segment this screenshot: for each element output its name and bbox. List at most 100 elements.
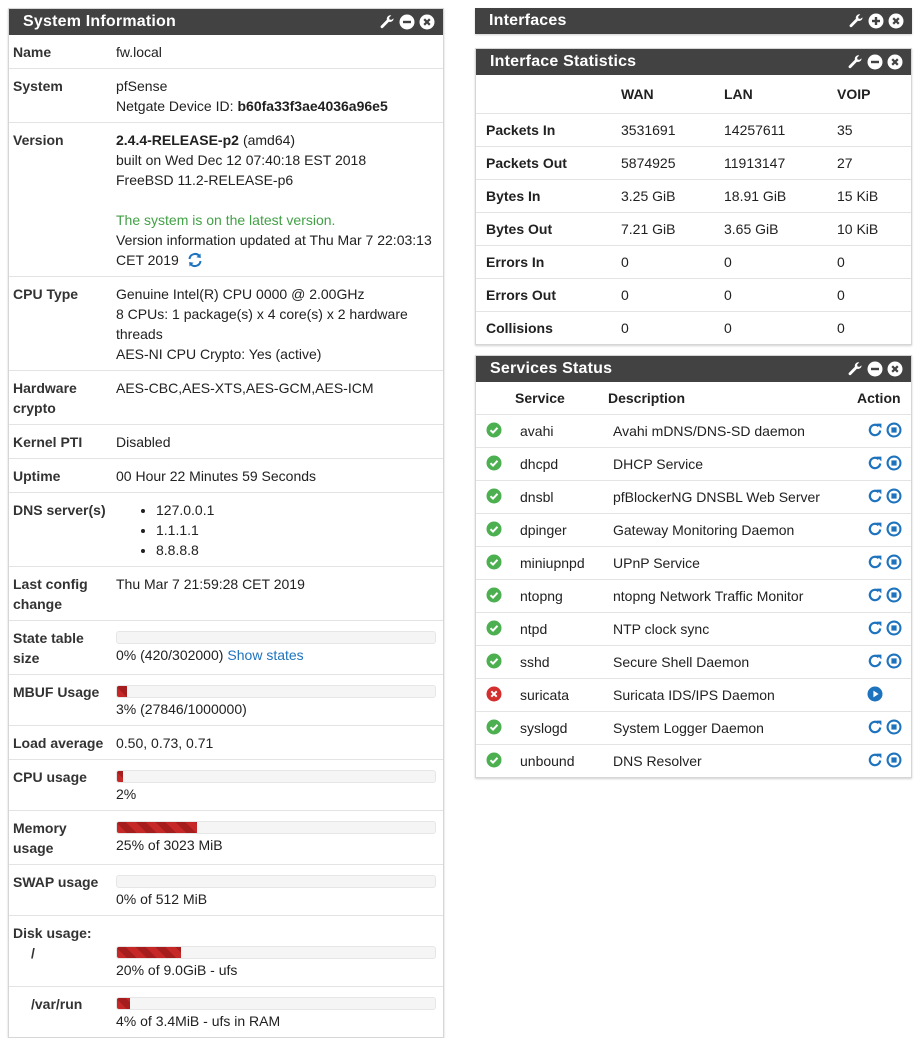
restart-button-shape[interactable] bbox=[867, 488, 883, 504]
settings-button-shape[interactable] bbox=[849, 14, 863, 28]
stop-button-shape[interactable] bbox=[886, 653, 902, 669]
stop-button-shape[interactable] bbox=[891, 723, 897, 730]
stop-button[interactable] bbox=[886, 554, 902, 573]
restart-button-shape[interactable] bbox=[867, 554, 883, 570]
restart-button-shape[interactable] bbox=[868, 753, 882, 766]
close-button-shape[interactable] bbox=[892, 17, 900, 25]
restart-button-shape[interactable] bbox=[868, 489, 882, 502]
restart-button-shape[interactable] bbox=[868, 654, 882, 667]
stop-button[interactable] bbox=[886, 653, 902, 672]
restart-button-shape[interactable] bbox=[867, 587, 883, 603]
settings-button-shape[interactable] bbox=[847, 361, 863, 377]
start-button-shape[interactable] bbox=[867, 686, 883, 702]
stop-button-shape[interactable] bbox=[886, 620, 902, 636]
restart-button-shape[interactable] bbox=[868, 555, 882, 568]
settings-button-shape[interactable] bbox=[848, 362, 862, 376]
restart-button-shape[interactable] bbox=[867, 422, 883, 438]
restart-button-shape[interactable] bbox=[868, 522, 882, 535]
stop-button-shape[interactable] bbox=[891, 558, 897, 565]
stop-button[interactable] bbox=[886, 587, 902, 606]
restart-button-shape[interactable] bbox=[867, 521, 883, 537]
restart-button[interactable] bbox=[867, 554, 883, 573]
collapse-button-shape[interactable] bbox=[403, 20, 411, 24]
collapse-button-shape[interactable] bbox=[867, 361, 883, 377]
restart-button-shape[interactable] bbox=[867, 719, 883, 735]
stop-button-shape[interactable] bbox=[891, 426, 897, 433]
settings-button-shape[interactable] bbox=[847, 54, 863, 70]
stop-button-shape[interactable] bbox=[891, 756, 897, 763]
restart-button-shape[interactable] bbox=[876, 621, 882, 626]
settings-button-shape[interactable] bbox=[848, 13, 864, 29]
close-button-shape[interactable] bbox=[887, 361, 903, 377]
refresh-button-shape[interactable] bbox=[188, 262, 194, 267]
restart-button-shape[interactable] bbox=[876, 654, 882, 659]
expand-button-shape[interactable] bbox=[874, 17, 878, 25]
restart-button-shape[interactable] bbox=[867, 653, 883, 669]
restart-button-shape[interactable] bbox=[876, 423, 882, 428]
close-button-shape[interactable] bbox=[419, 14, 435, 30]
restart-button[interactable] bbox=[867, 521, 883, 540]
stop-button-shape[interactable] bbox=[886, 422, 902, 438]
restart-button-shape[interactable] bbox=[868, 621, 882, 634]
restart-button-shape[interactable] bbox=[867, 620, 883, 636]
stop-button-shape[interactable] bbox=[891, 459, 897, 466]
show-states-link[interactable]: Show states bbox=[227, 647, 304, 663]
settings-button-shape[interactable] bbox=[379, 14, 395, 30]
restart-button-shape[interactable] bbox=[876, 489, 882, 494]
restart-button-shape[interactable] bbox=[876, 522, 882, 527]
restart-button[interactable] bbox=[867, 620, 883, 639]
settings-button-shape[interactable] bbox=[380, 15, 394, 29]
stop-button[interactable] bbox=[886, 422, 902, 441]
expand-button[interactable] bbox=[868, 13, 884, 29]
restart-button-shape[interactable] bbox=[868, 720, 882, 733]
collapse-button-shape[interactable] bbox=[399, 14, 415, 30]
restart-button[interactable] bbox=[867, 488, 883, 507]
restart-button[interactable] bbox=[867, 653, 883, 672]
settings-button[interactable] bbox=[848, 13, 864, 29]
close-button[interactable] bbox=[887, 361, 903, 377]
expand-button-shape[interactable] bbox=[868, 13, 884, 29]
restart-button-shape[interactable] bbox=[876, 753, 882, 758]
restart-button-shape[interactable] bbox=[868, 423, 882, 436]
close-button-shape[interactable] bbox=[888, 13, 904, 29]
restart-button-shape[interactable] bbox=[868, 588, 882, 601]
refresh-button-shape[interactable] bbox=[196, 253, 201, 259]
collapse-button[interactable] bbox=[399, 14, 415, 30]
collapse-button-shape[interactable] bbox=[871, 60, 879, 64]
close-button-shape[interactable] bbox=[891, 365, 899, 373]
collapse-button-shape[interactable] bbox=[867, 54, 883, 70]
restart-button[interactable] bbox=[867, 752, 883, 771]
stop-button[interactable] bbox=[886, 488, 902, 507]
stop-button-shape[interactable] bbox=[891, 591, 897, 598]
stop-button[interactable] bbox=[886, 620, 902, 639]
stop-button[interactable] bbox=[886, 455, 902, 474]
settings-button[interactable] bbox=[379, 14, 395, 30]
collapse-button-shape[interactable] bbox=[871, 367, 879, 371]
restart-button-shape[interactable] bbox=[867, 752, 883, 768]
refresh-button-shape[interactable] bbox=[187, 252, 203, 268]
stop-button-shape[interactable] bbox=[891, 624, 897, 631]
refresh-button[interactable] bbox=[187, 252, 203, 268]
restart-button-shape[interactable] bbox=[876, 456, 882, 461]
restart-button-shape[interactable] bbox=[876, 720, 882, 725]
restart-button[interactable] bbox=[867, 719, 883, 738]
restart-button-shape[interactable] bbox=[867, 455, 883, 471]
close-button[interactable] bbox=[888, 13, 904, 29]
close-button[interactable] bbox=[887, 54, 903, 70]
stop-button[interactable] bbox=[886, 752, 902, 771]
close-button-shape[interactable] bbox=[887, 54, 903, 70]
close-button-shape[interactable] bbox=[891, 58, 899, 66]
settings-button[interactable] bbox=[847, 54, 863, 70]
restart-button-shape[interactable] bbox=[876, 555, 882, 560]
restart-button-shape[interactable] bbox=[876, 588, 882, 593]
stop-button[interactable] bbox=[886, 719, 902, 738]
stop-button-shape[interactable] bbox=[886, 719, 902, 735]
stop-button-shape[interactable] bbox=[886, 554, 902, 570]
stop-button-shape[interactable] bbox=[886, 752, 902, 768]
collapse-button[interactable] bbox=[867, 361, 883, 377]
close-button[interactable] bbox=[419, 14, 435, 30]
close-button-shape[interactable] bbox=[423, 18, 431, 26]
start-button[interactable] bbox=[867, 686, 883, 705]
stop-button-shape[interactable] bbox=[886, 587, 902, 603]
collapse-button[interactable] bbox=[867, 54, 883, 70]
